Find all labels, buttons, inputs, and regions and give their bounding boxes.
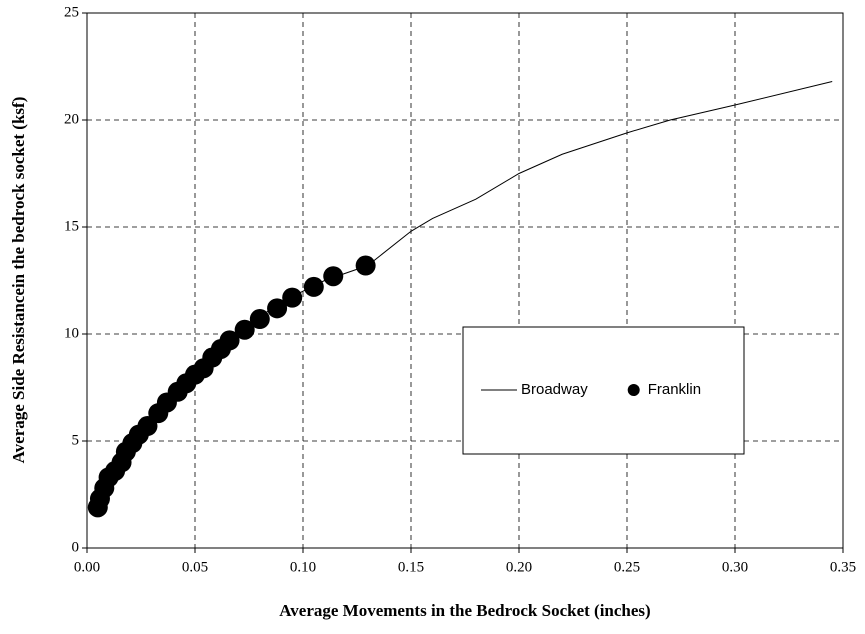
marker xyxy=(219,330,240,351)
x-tick-label: 0.05 xyxy=(182,559,208,575)
marker xyxy=(355,255,376,276)
y-tick-label: 25 xyxy=(64,4,79,20)
y-tick-label: 20 xyxy=(64,111,79,127)
marker xyxy=(303,276,324,297)
x-tick-label: 0.10 xyxy=(290,559,316,575)
x-tick-label: 0.35 xyxy=(830,559,856,575)
y-tick-label: 10 xyxy=(64,325,79,341)
marker xyxy=(323,266,344,287)
marker xyxy=(282,287,303,308)
x-tick-label: 0.15 xyxy=(398,559,424,575)
legend-swatch xyxy=(627,384,640,396)
x-tick-label: 0.25 xyxy=(614,559,640,575)
y-tick-label: 15 xyxy=(64,218,79,234)
x-tick-label: 0.00 xyxy=(74,559,100,575)
marker xyxy=(234,319,255,340)
x-tick-label: 0.30 xyxy=(722,559,748,575)
y-axis-title: Average Side Resistancein the bedrock so… xyxy=(9,97,28,464)
marker xyxy=(267,298,288,319)
x-axis-title: Average Movements in the Bedrock Socket … xyxy=(279,601,650,620)
y-tick-label: 0 xyxy=(72,539,80,555)
y-tick-label: 5 xyxy=(72,432,80,448)
plot-frame xyxy=(86,12,844,549)
marker xyxy=(249,309,270,330)
legend-label: Broadway xyxy=(521,381,588,398)
legend-label: Franklin xyxy=(648,381,701,398)
x-tick-label: 0.20 xyxy=(506,559,532,575)
